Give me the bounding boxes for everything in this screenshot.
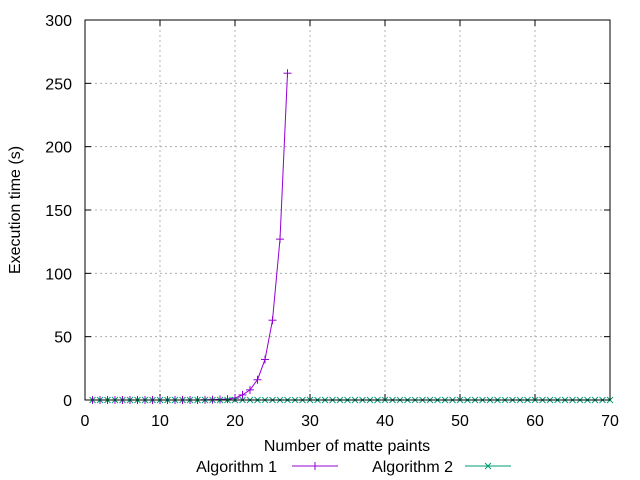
data-point — [246, 385, 254, 394]
legend-swatch-marker — [311, 462, 319, 470]
data-point — [261, 355, 269, 364]
x-tick-label: 0 — [81, 413, 90, 430]
data-point — [231, 394, 239, 403]
legend-label: Algorithm 1 — [196, 459, 277, 476]
data-point — [223, 395, 232, 404]
y-axis-label: Execution time (s) — [7, 146, 24, 274]
plot-frame — [84, 19, 611, 401]
data-point — [253, 375, 262, 384]
y-tick-label: 200 — [45, 140, 72, 157]
y-tick-label: 300 — [45, 13, 72, 30]
series-line — [92, 73, 288, 401]
x-tick-label: 50 — [451, 413, 469, 430]
x-axis-ticks: 0 10 20 30 40 50 60 70 — [81, 20, 619, 430]
y-tick-label: 250 — [45, 76, 72, 93]
y-tick-label: 0 — [63, 393, 72, 410]
y-tick-label: 100 — [45, 266, 72, 283]
legend-label: Algorithm 2 — [372, 459, 453, 476]
legend: Algorithm 1 Algorithm 2 — [196, 459, 511, 476]
x-tick-label: 60 — [526, 413, 544, 430]
legend-item: Algorithm 1 — [196, 459, 338, 476]
y-tick-label: 150 — [45, 203, 72, 220]
legend-swatch-marker — [484, 462, 492, 470]
x-tick-label: 30 — [301, 413, 319, 430]
legend-item: Algorithm 2 — [372, 459, 511, 476]
x-tick-label: 70 — [601, 413, 619, 430]
data-point — [268, 316, 277, 325]
x-tick-label: 20 — [226, 413, 244, 430]
y-tick-label: 50 — [54, 330, 72, 347]
data-point — [238, 390, 247, 399]
data-point — [276, 235, 284, 244]
x-tick-label: 10 — [151, 413, 169, 430]
data-point — [283, 69, 292, 78]
series-algorithm-1 — [88, 69, 292, 404]
grid-lines — [85, 20, 610, 400]
series-layer — [88, 69, 614, 404]
x-tick-label: 40 — [376, 413, 394, 430]
y-axis-ticks: 0 50 100 150 200 250 300 — [45, 13, 610, 410]
x-axis-label: Number of matte paints — [264, 438, 430, 455]
